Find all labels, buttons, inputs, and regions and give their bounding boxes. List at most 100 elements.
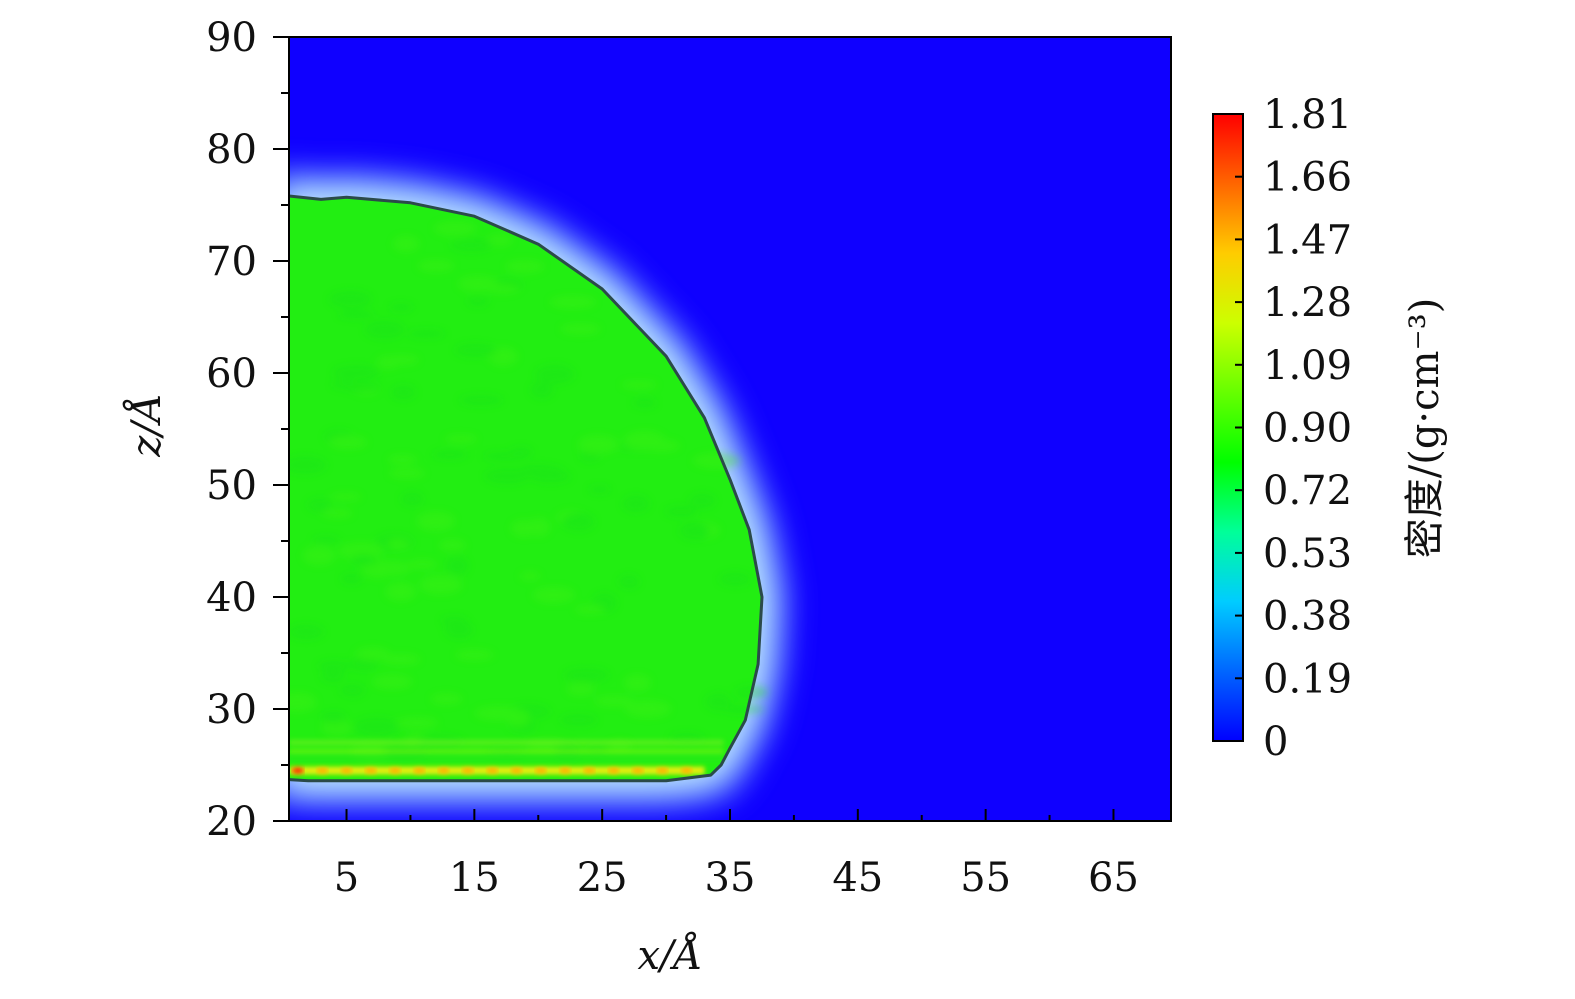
texture-blob bbox=[577, 434, 619, 454]
texture-blob bbox=[387, 454, 418, 465]
texture-blob bbox=[529, 470, 572, 483]
x-tick-label: 25 bbox=[577, 855, 628, 901]
texture-blob bbox=[519, 571, 541, 581]
texture-blob bbox=[588, 485, 611, 494]
texture-blob bbox=[329, 435, 368, 450]
texture-blob bbox=[510, 519, 537, 538]
texture-blob bbox=[376, 355, 400, 370]
texture-blob bbox=[381, 653, 421, 666]
colorbar-tick-label: 0 bbox=[1263, 719, 1288, 765]
texture-blob bbox=[396, 717, 439, 729]
y-tick-label: 90 bbox=[206, 15, 257, 61]
texture-blob bbox=[624, 700, 672, 718]
texture-blob bbox=[446, 556, 469, 576]
texture-blob bbox=[407, 329, 446, 339]
texture-blob bbox=[389, 467, 426, 479]
texture-blob bbox=[329, 290, 372, 309]
texture-blob bbox=[618, 574, 640, 589]
x-tick-label: 15 bbox=[449, 855, 500, 901]
texture-blob bbox=[505, 710, 530, 726]
texture-blob bbox=[331, 379, 357, 389]
x-axis-title: x/Å bbox=[638, 932, 703, 979]
texture-blob bbox=[353, 717, 400, 737]
texture-blob bbox=[532, 586, 576, 604]
axis-titles: x/Å z/Å bbox=[123, 393, 702, 979]
texture-blob bbox=[549, 295, 597, 309]
substrate-density-peak bbox=[534, 767, 547, 774]
interface-band bbox=[289, 755, 724, 762]
texture-blob bbox=[679, 522, 710, 540]
texture-blob bbox=[289, 692, 317, 713]
texture-blob bbox=[407, 559, 437, 570]
texture-blob bbox=[320, 670, 346, 683]
x-tick-label: 65 bbox=[1088, 855, 1139, 901]
texture-blob bbox=[321, 720, 353, 737]
substrate-density-peak bbox=[510, 767, 523, 774]
y-tick-label: 40 bbox=[206, 575, 257, 621]
substrate-density-peak bbox=[389, 767, 402, 774]
texture-blob bbox=[705, 693, 732, 711]
axes: 5 15 25 35 45 55 65 20 30 40 50 60 70 80 90 bbox=[206, 15, 1172, 901]
colorbar: 0 0.19 0.38 0.53 0.72 0.90 1.09 1.28 1.47 1.66 1.8… bbox=[1212, 92, 1448, 765]
texture-blob bbox=[482, 451, 528, 461]
texture-blob bbox=[623, 430, 666, 451]
colorbar-tick-label: 0.53 bbox=[1263, 531, 1352, 577]
texture-blob bbox=[622, 495, 650, 513]
texture-blob bbox=[574, 605, 605, 615]
texture-blob bbox=[339, 684, 365, 697]
substrate-density-peak bbox=[583, 767, 596, 774]
texture-blob bbox=[560, 323, 601, 335]
colorbar-tick-label: 1.28 bbox=[1263, 280, 1352, 326]
substrate-density-peak bbox=[559, 767, 572, 774]
colorbar-tick-label: 0.19 bbox=[1263, 656, 1352, 702]
plot-area bbox=[289, 37, 1171, 821]
interface-band bbox=[289, 748, 724, 755]
texture-blob bbox=[487, 233, 513, 247]
texture-blob bbox=[317, 660, 352, 672]
substrate-density-peak bbox=[680, 767, 693, 774]
texture-blob bbox=[457, 275, 499, 292]
texture-blob bbox=[322, 508, 353, 518]
substrate-density-peak bbox=[364, 767, 377, 774]
texture-blob bbox=[392, 235, 420, 253]
substrate-density-peak bbox=[656, 767, 669, 774]
density-contour-line bbox=[289, 194, 764, 783]
substrate-density-peak bbox=[291, 767, 304, 774]
texture-blob bbox=[388, 303, 414, 312]
texture-blob bbox=[559, 713, 598, 727]
texture-blob bbox=[433, 220, 477, 237]
substrate-density-peak bbox=[413, 767, 426, 774]
texture-blob bbox=[444, 434, 478, 444]
colorbar-tick-label: 1.66 bbox=[1263, 155, 1352, 201]
y-tick-label: 50 bbox=[206, 463, 257, 509]
texture-blob bbox=[355, 647, 390, 661]
y-tick-label: 60 bbox=[206, 351, 257, 397]
droplet-region bbox=[289, 196, 762, 781]
colorbar-tick-label: 1.81 bbox=[1263, 92, 1352, 138]
colorbar-tick-label: 1.09 bbox=[1263, 343, 1352, 389]
interface-band bbox=[289, 739, 724, 746]
y-tick-label: 20 bbox=[206, 799, 257, 845]
texture-blob bbox=[430, 693, 463, 705]
texture-blob bbox=[337, 542, 384, 560]
texture-blob bbox=[329, 492, 362, 501]
texture-blob bbox=[450, 238, 493, 252]
texture-blob bbox=[620, 380, 658, 389]
texture-blob bbox=[387, 539, 409, 549]
x-tick-label: 45 bbox=[832, 855, 883, 901]
texture-blob bbox=[417, 259, 455, 273]
texture-blob bbox=[320, 711, 347, 723]
x-tick-label: 55 bbox=[960, 855, 1011, 901]
texture-blob bbox=[718, 572, 752, 587]
texture-blob bbox=[505, 259, 545, 274]
texture-blob bbox=[438, 539, 466, 552]
plot-clip-group bbox=[289, 37, 1171, 821]
texture-blob bbox=[302, 545, 336, 566]
substrate-density-peak bbox=[461, 767, 474, 774]
y-tick-label: 70 bbox=[206, 239, 257, 285]
colorbar-tick-label: 0.72 bbox=[1263, 468, 1352, 514]
texture-blob bbox=[535, 364, 575, 385]
y-axis-title: z/Å bbox=[123, 393, 170, 457]
texture-blob bbox=[665, 505, 698, 518]
